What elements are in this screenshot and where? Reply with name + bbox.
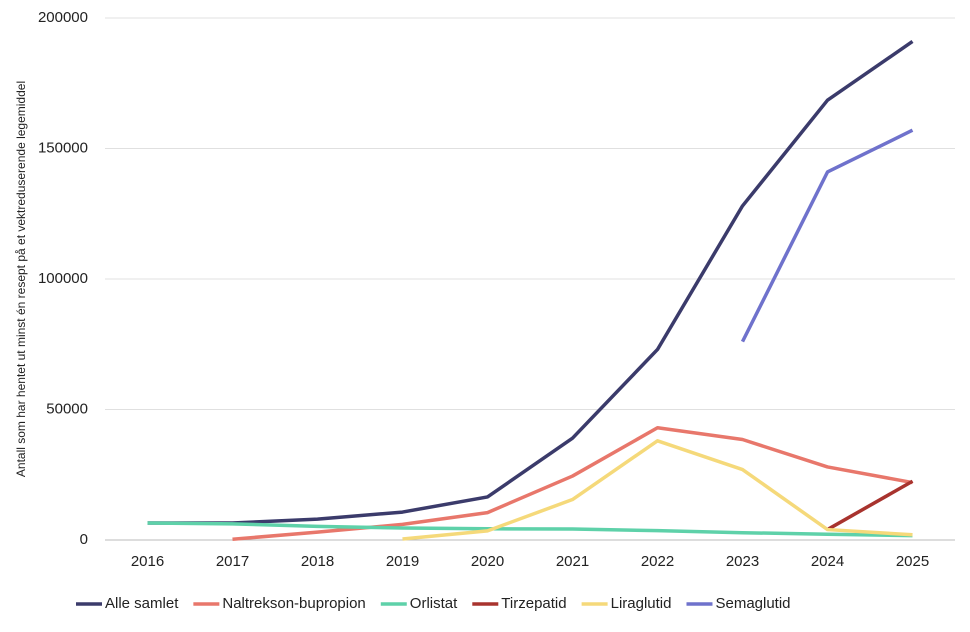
legend-label: Liraglutid: [611, 595, 672, 612]
series-line: [826, 479, 914, 532]
legend-label: Orlistat: [410, 595, 458, 612]
y-tick-label: 100000: [38, 270, 88, 287]
legend-label: Alle samlet: [105, 595, 179, 612]
x-tick-label: 2017: [216, 553, 249, 570]
y-tick-label: 0: [80, 531, 88, 548]
y-tick-label: 150000: [38, 139, 88, 156]
x-tick-label: 2020: [471, 553, 504, 570]
y-tick-label: 200000: [38, 9, 88, 26]
x-tick-label: 2022: [641, 553, 674, 570]
legend-label: Tirzepatid: [501, 595, 566, 612]
x-tick-label: 2025: [896, 553, 929, 570]
x-tick-label: 2019: [386, 553, 419, 570]
x-tick-label: 2018: [301, 553, 334, 570]
y-axis-label: Antall som har hentet ut minst én resept…: [14, 81, 28, 477]
series-line: [147, 521, 913, 538]
x-tick-label: 2023: [726, 553, 759, 570]
legend-label: Semaglutid: [715, 595, 790, 612]
x-tick-label: 2021: [556, 553, 589, 570]
legend-label: Naltrekson-bupropion: [222, 595, 365, 612]
x-tick-label: 2024: [811, 553, 844, 570]
series-line: [232, 426, 913, 541]
y-tick-label: 50000: [46, 400, 88, 417]
series-line: [402, 439, 913, 541]
x-tick-label: 2016: [131, 553, 164, 570]
series-line: [147, 40, 914, 525]
series-line: [740, 128, 914, 343]
